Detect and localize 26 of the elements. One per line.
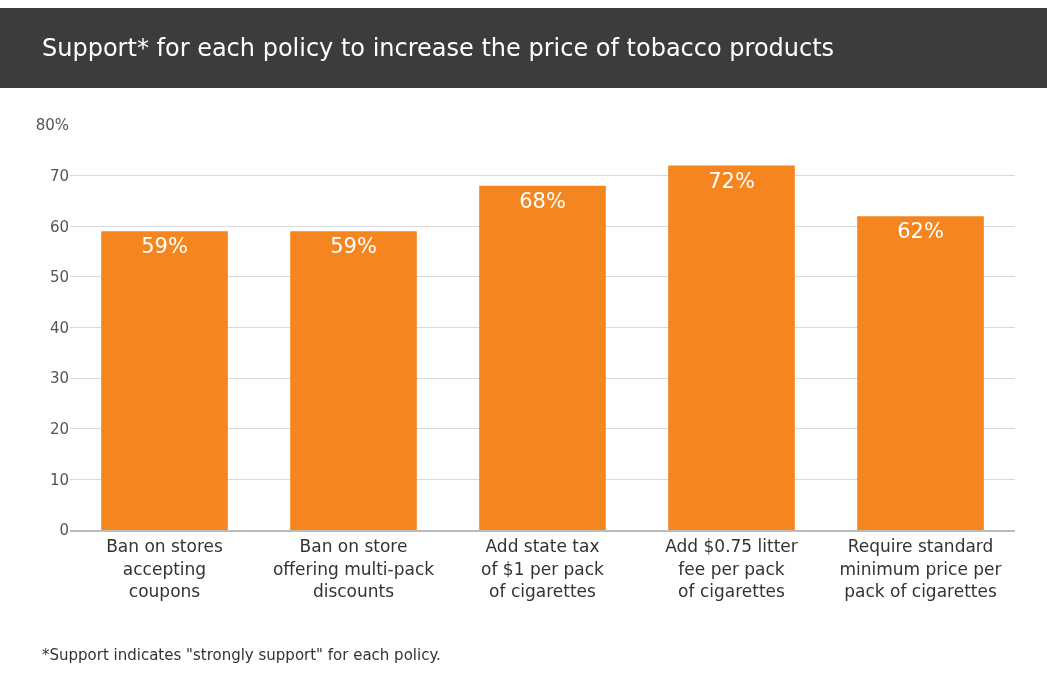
bar [290,231,417,530]
y-tick-label: 40 [49,318,69,337]
data-label: 59% [141,234,188,259]
bar [668,165,795,530]
x-tick-label: Add $0.75 litter fee per pack of cigarettes [665,536,798,601]
y-tick-label: 0 [59,521,69,540]
x-tick-label: Ban on store offering multi-pack discounts [272,536,435,601]
bar [479,185,606,530]
x-tick-label: Ban on stores accepting coupons [106,536,223,601]
data-label: 62% [897,219,944,244]
x-tick-label: Require standard minimum price per pack of cigarettes [839,536,1002,601]
y-tick-label: 30 [49,369,69,388]
bar [857,216,984,530]
y-tick-label: 10 [49,470,69,489]
y-tick-label: 50 [49,268,69,287]
chart-title: Support* for each policy to increase the price of tobacco products [42,34,835,62]
y-tick-label: 80% [35,116,69,135]
text: *Support indicates "strongly support" for each policy. [42,646,441,664]
data-label: 72% [708,168,755,193]
y-tick-label: 70 [49,166,69,185]
bar [101,231,228,530]
y-tick-label: 60 [49,217,69,236]
y-tick-label: 20 [49,420,69,438]
data-label: 68% [519,188,566,213]
data-label: 59% [330,234,377,259]
x-tick-label: Add state tax of $1 per pack of cigarettes [481,536,605,601]
